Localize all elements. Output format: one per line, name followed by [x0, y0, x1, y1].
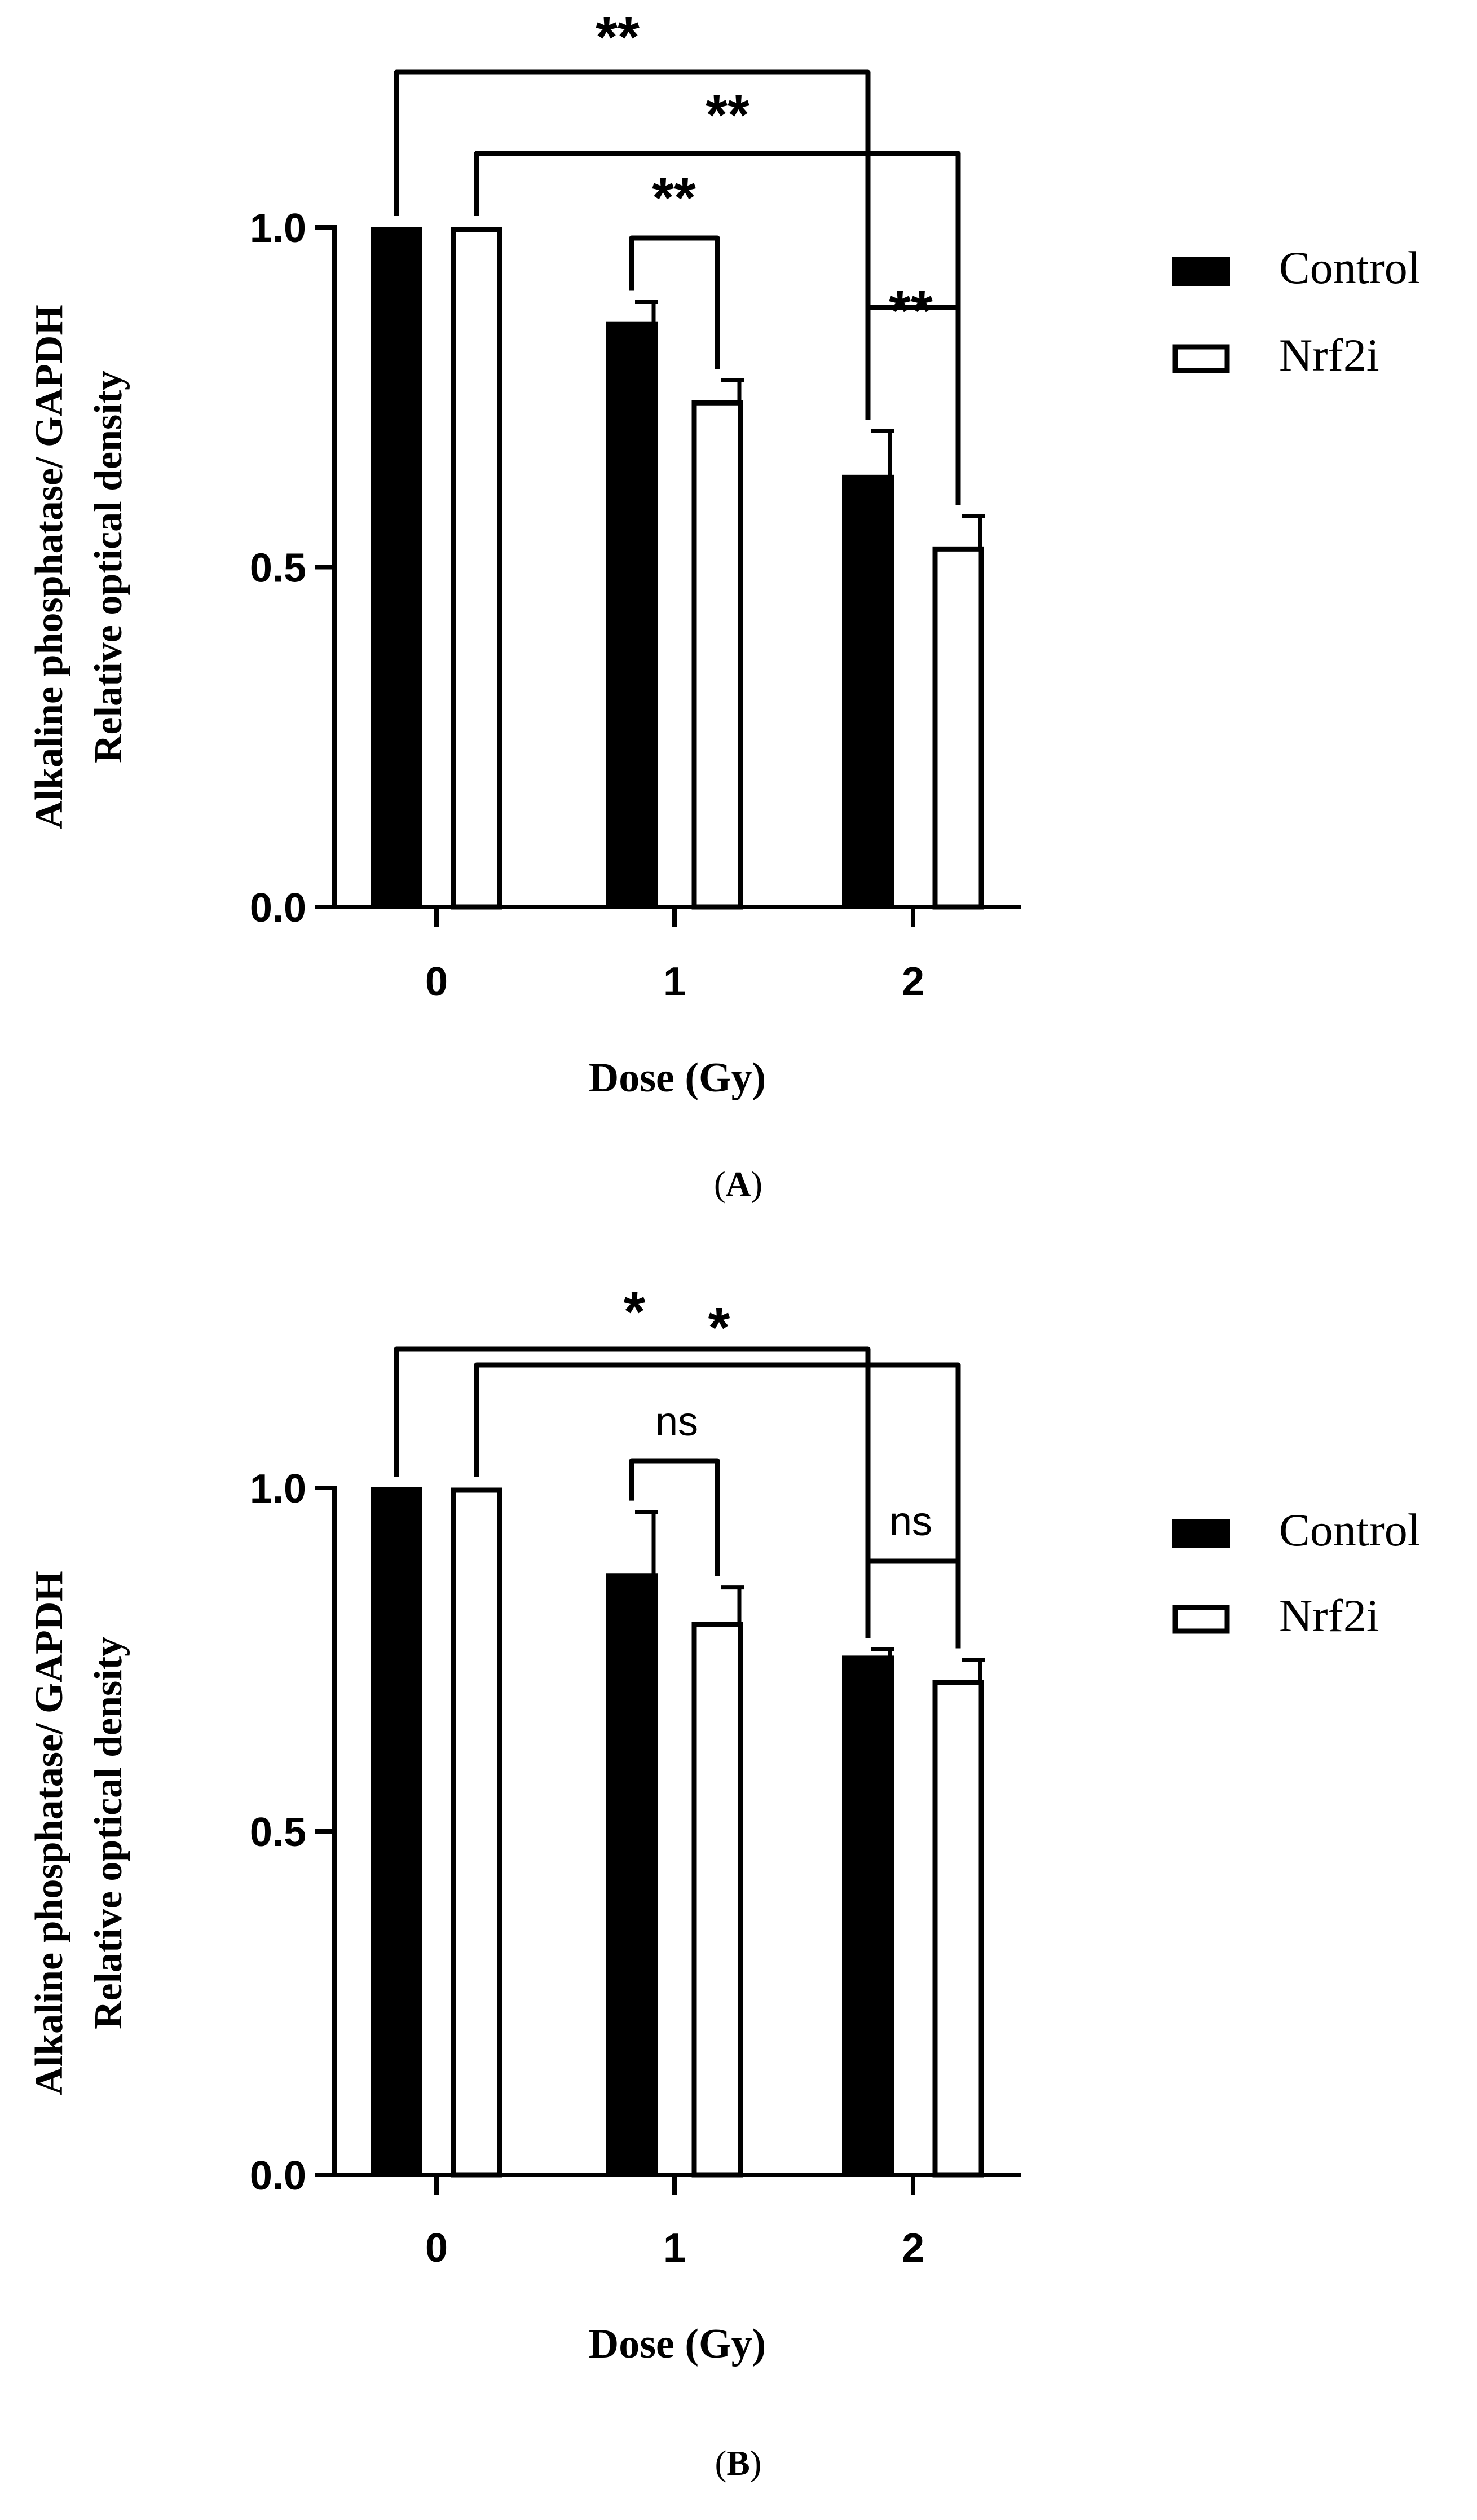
- x-axis-label: Dose (Gy): [589, 2321, 766, 2367]
- x-tick-label: 0: [425, 2226, 448, 2271]
- significance-label: **: [706, 83, 749, 147]
- bar-nrf2i: [932, 1680, 984, 2178]
- x-tick-label: 2: [902, 959, 924, 1005]
- bar-control: [606, 321, 658, 908]
- bar-control: [371, 227, 422, 907]
- significance-label: *: [708, 1296, 730, 1359]
- chart-panel-a: 0.00.51.00 1 2********Alkaline phosphatase…: [28, 6, 1421, 1204]
- significance-label: **: [652, 166, 696, 230]
- panel-label-paren: ): [751, 1165, 762, 1204]
- x-tick-label: 1: [663, 2226, 686, 2271]
- x-tick-label: 0: [425, 959, 448, 1005]
- x-tick-label: 1: [663, 959, 686, 1005]
- bar-nrf2i: [691, 1622, 743, 2178]
- legend-label: Control: [1279, 242, 1421, 293]
- y-axis-label: Alkaline phosphatase/ GAPDH: [28, 305, 71, 829]
- panel-label: (A): [714, 1165, 762, 1204]
- significance-bracket: [629, 1458, 720, 1576]
- legend-swatch-control: [1172, 1519, 1230, 1548]
- panel-label-letter: A: [726, 1165, 751, 1204]
- significance-label: ns: [655, 1399, 698, 1444]
- bar-control: [606, 1573, 658, 2175]
- y-tick-label: 1.0: [250, 1466, 306, 1512]
- legend-label: Nrf2i: [1279, 329, 1379, 381]
- significance-bracket: [394, 1346, 871, 1638]
- significance-label: *: [624, 1280, 646, 1343]
- y-tick-label: 0.5: [250, 1810, 306, 1855]
- y-tick-label: 0.0: [250, 2153, 306, 2199]
- y-tick-label: 0.0: [250, 885, 306, 931]
- bar-nrf2i: [932, 546, 984, 910]
- bar-control: [842, 474, 894, 907]
- panel-label-paren: ): [750, 2444, 762, 2483]
- x-axis-label: Dose (Gy): [589, 1055, 766, 1101]
- significance-label: **: [596, 6, 640, 69]
- bar-control: [842, 1655, 894, 2175]
- legend-swatch-nrf2i: [1172, 344, 1230, 373]
- panel-label-letter: B: [726, 2444, 749, 2483]
- legend-swatch-nrf2i: [1172, 1605, 1230, 1634]
- bar-control: [371, 1487, 422, 2175]
- y-tick-label: 0.5: [250, 546, 306, 591]
- bar-nrf2i: [691, 400, 743, 910]
- significance-bracket: [394, 69, 871, 420]
- y-axis-label: Relative optical density: [87, 371, 130, 763]
- legend: Control Nrf2i: [1172, 1504, 1421, 1641]
- significance-bracket: [629, 235, 720, 369]
- significance-label: ns: [889, 1499, 932, 1544]
- panel-label-paren: (: [714, 1165, 726, 1204]
- y-axis-label: Alkaline phosphatase/ GAPDH: [28, 1571, 71, 2095]
- x-tick-label: 2: [902, 2226, 924, 2271]
- legend: Control Nrf2i: [1172, 242, 1421, 381]
- legend-swatch-control: [1172, 257, 1230, 286]
- significance-bracket: [865, 305, 961, 505]
- significance-bracket: [474, 1362, 961, 1649]
- significance-label: **: [889, 279, 933, 342]
- y-axis-label: Relative optical density: [87, 1637, 130, 2029]
- panel-label: (B): [715, 2444, 762, 2483]
- bar-nrf2i: [451, 227, 502, 910]
- legend-label: Nrf2i: [1279, 1590, 1379, 1641]
- panel-label-paren: (: [715, 2444, 727, 2483]
- significance-bracket: [865, 1558, 961, 1649]
- y-tick-label: 1.0: [250, 206, 306, 251]
- bar-nrf2i: [451, 1487, 502, 2178]
- legend-label: Control: [1279, 1504, 1421, 1556]
